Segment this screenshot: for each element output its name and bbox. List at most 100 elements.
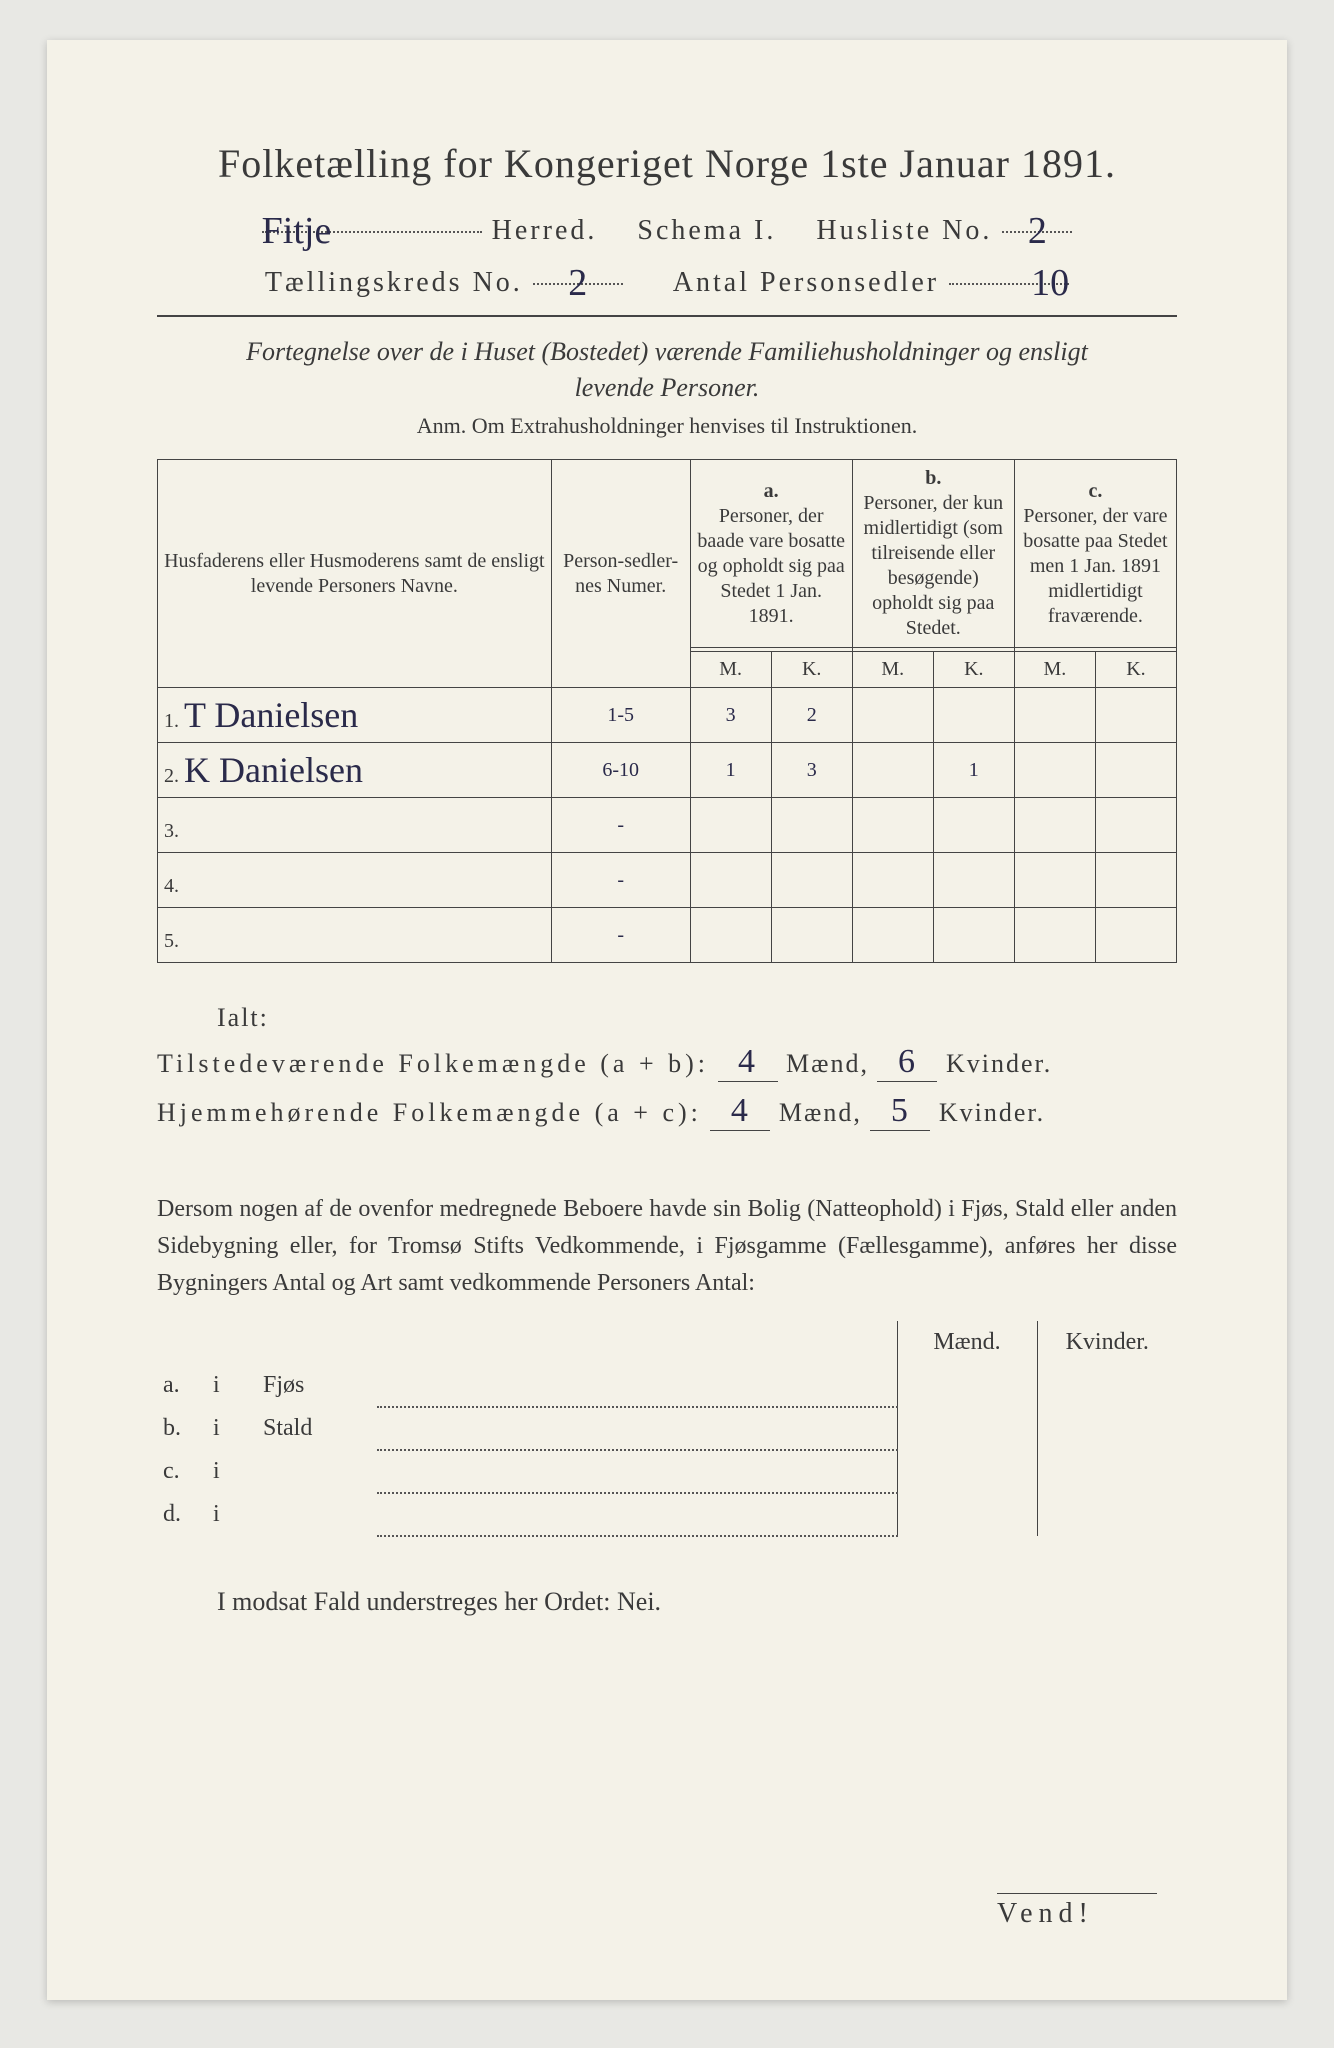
col-a-M: M. bbox=[690, 652, 771, 688]
kreds-label: Tællingskreds No. bbox=[265, 267, 523, 299]
household-table-body: 1. T Danielsen1-5322. K Danielsen6-10131… bbox=[158, 688, 1177, 963]
bolig-kvinder-header: Kvinder. bbox=[1037, 1321, 1177, 1364]
row-cK bbox=[1095, 743, 1176, 798]
row-bK: 1 bbox=[933, 743, 1014, 798]
col-a-label: a. bbox=[697, 479, 846, 504]
ialt-heading: Ialt: bbox=[157, 1003, 1177, 1033]
bolig-dots bbox=[377, 1364, 897, 1407]
tilstede-kvinder: 6 bbox=[877, 1043, 937, 1082]
husliste-value: 2 bbox=[1028, 210, 1047, 252]
bolig-kvinder-val bbox=[1037, 1364, 1177, 1407]
row-aM bbox=[690, 853, 771, 908]
row-cM bbox=[1014, 853, 1095, 908]
schema-label: Schema I. bbox=[637, 215, 776, 247]
row-num: - bbox=[551, 853, 690, 908]
bolig-maend-header: Mænd. bbox=[897, 1321, 1037, 1364]
bolig-row: d.i bbox=[157, 1493, 1177, 1536]
bolig-kvinder-val bbox=[1037, 1450, 1177, 1493]
row-bM bbox=[852, 908, 933, 963]
col-c-text: Personer, der vare bosatte paa Stedet me… bbox=[1021, 504, 1170, 629]
col-b-label: b. bbox=[859, 466, 1008, 491]
table-row: 1. T Danielsen1-532 bbox=[158, 688, 1177, 743]
table-row: 2. K Danielsen6-10131 bbox=[158, 743, 1177, 798]
bolig-i: i bbox=[207, 1407, 257, 1450]
row-aK bbox=[771, 908, 852, 963]
herred-value: Fitje bbox=[262, 210, 332, 252]
bolig-label bbox=[257, 1450, 377, 1493]
row-idx-name: 1. T Danielsen bbox=[158, 688, 552, 743]
col-b-M: M. bbox=[852, 652, 933, 688]
row-cM bbox=[1014, 798, 1095, 853]
row-aK bbox=[771, 853, 852, 908]
fortegnelse-line2: levende Personer. bbox=[157, 373, 1177, 403]
row-num: 6-10 bbox=[551, 743, 690, 798]
herred-field: Fitje bbox=[262, 205, 482, 233]
bolig-label: Stald bbox=[257, 1407, 377, 1450]
row-bM bbox=[852, 688, 933, 743]
bolig-label: Fjøs bbox=[257, 1364, 377, 1407]
col-c-label: c. bbox=[1021, 479, 1170, 504]
row-aK: 2 bbox=[771, 688, 852, 743]
bolig-row: c.i bbox=[157, 1450, 1177, 1493]
bolig-maend-val bbox=[897, 1364, 1037, 1407]
row-cM bbox=[1014, 743, 1095, 798]
kreds-field: 2 bbox=[533, 257, 623, 285]
household-table: Husfaderens eller Husmoderens samt de en… bbox=[157, 459, 1177, 963]
row-cK bbox=[1095, 798, 1176, 853]
row-bM bbox=[852, 743, 933, 798]
modsat-line: I modsat Fald understreges her Ordet: Ne… bbox=[157, 1587, 1177, 1617]
bolig-i: i bbox=[207, 1493, 257, 1536]
bolig-kvinder-val bbox=[1037, 1407, 1177, 1450]
bolig-letter: d. bbox=[157, 1493, 207, 1536]
table-row: 3. - bbox=[158, 798, 1177, 853]
hjemme-kvinder: 5 bbox=[870, 1092, 930, 1131]
table-row: 5. - bbox=[158, 908, 1177, 963]
table-row: 4. - bbox=[158, 853, 1177, 908]
row-idx-name: 4. bbox=[158, 853, 552, 908]
antal-label: Antal Personsedler bbox=[673, 267, 939, 299]
row-cM bbox=[1014, 688, 1095, 743]
divider-top bbox=[157, 315, 1177, 317]
bolig-dots bbox=[377, 1407, 897, 1450]
bolig-letter: b. bbox=[157, 1407, 207, 1450]
bolig-maend-val bbox=[897, 1407, 1037, 1450]
bolig-row: b.iStald bbox=[157, 1407, 1177, 1450]
row-num: 1-5 bbox=[551, 688, 690, 743]
header-row-2: Tællingskreds No. 2 Antal Personsedler 1… bbox=[157, 257, 1177, 299]
bolig-letter: c. bbox=[157, 1450, 207, 1493]
bolig-dots bbox=[377, 1493, 897, 1536]
census-form-page: Folketælling for Kongeriget Norge 1ste J… bbox=[47, 40, 1287, 2000]
row-cK bbox=[1095, 908, 1176, 963]
bolig-table: Mænd. Kvinder. a.iFjøsb.iStaldc.id.i bbox=[157, 1321, 1177, 1537]
col-header-num: Person-sedler-nes Numer. bbox=[551, 460, 690, 688]
header-row-1: Fitje Herred. Schema I. Husliste No. 2 bbox=[157, 205, 1177, 247]
bolig-maend-val bbox=[897, 1493, 1037, 1536]
col-a-text: Personer, der baade vare bosatte og opho… bbox=[697, 504, 846, 629]
bolig-label bbox=[257, 1493, 377, 1536]
ialt-block: Ialt: Tilstedeværende Folkemængde (a + b… bbox=[157, 1003, 1177, 1131]
row-aM: 1 bbox=[690, 743, 771, 798]
hjemme-maend: 4 bbox=[710, 1092, 770, 1131]
col-c-K: K. bbox=[1095, 652, 1176, 688]
col-b-text: Personer, der kun midlertidigt (som tilr… bbox=[859, 491, 1008, 641]
row-bM bbox=[852, 853, 933, 908]
bolig-maend-val bbox=[897, 1450, 1037, 1493]
kreds-value: 2 bbox=[568, 262, 587, 304]
col-b-K: K. bbox=[933, 652, 1014, 688]
row-num: - bbox=[551, 908, 690, 963]
row-cM bbox=[1014, 908, 1095, 963]
bolig-kvinder-val bbox=[1037, 1493, 1177, 1536]
anmerkning: Anm. Om Extrahusholdninger henvises til … bbox=[157, 413, 1177, 439]
row-bK bbox=[933, 798, 1014, 853]
ialt-tilstede: Tilstedeværende Folkemængde (a + b): 4 M… bbox=[157, 1043, 1177, 1082]
row-bK bbox=[933, 688, 1014, 743]
bolig-dots bbox=[377, 1450, 897, 1493]
row-idx-name: 2. K Danielsen bbox=[158, 743, 552, 798]
row-cK bbox=[1095, 688, 1176, 743]
bolig-row: a.iFjøs bbox=[157, 1364, 1177, 1407]
vend-label: Vend! bbox=[997, 1893, 1157, 1930]
col-header-name: Husfaderens eller Husmoderens samt de en… bbox=[158, 460, 552, 688]
row-bM bbox=[852, 798, 933, 853]
herred-label: Herred. bbox=[492, 215, 598, 247]
bolig-paragraph: Dersom nogen af de ovenfor medregnede Be… bbox=[157, 1191, 1177, 1303]
